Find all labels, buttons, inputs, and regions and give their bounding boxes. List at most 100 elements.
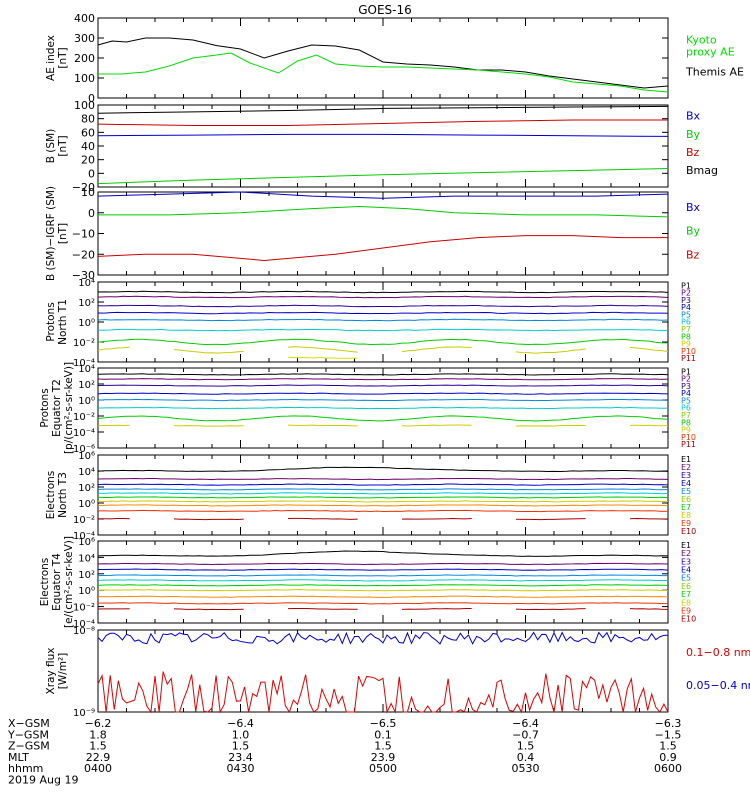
legend-entry: Bx bbox=[686, 201, 701, 214]
y-tick-label: 10⁶ bbox=[78, 451, 95, 462]
series-p7 bbox=[515, 348, 586, 354]
legend-entry: E5 bbox=[681, 487, 691, 496]
y-axis-label-line: [nT] bbox=[57, 135, 69, 156]
x-row-label: Z−GSM bbox=[8, 740, 50, 753]
series-bx bbox=[97, 133, 669, 137]
plot-frame bbox=[97, 540, 669, 624]
x-row-value: 1.0 bbox=[232, 728, 250, 741]
series-p7 bbox=[97, 424, 130, 427]
y-axis-label: B (SM)−IGRF (SM)[nT] bbox=[45, 186, 69, 281]
x-row-label: Y−GSM bbox=[7, 728, 49, 741]
x-row-value: 1.5 bbox=[89, 740, 107, 753]
series-p7 bbox=[401, 424, 472, 427]
panel-bigrf: −30 −20 −10 0 10 B (SM)−IGRF (SM)[nT] Bx By Bz bbox=[45, 186, 701, 282]
y-tick-label: 10⁻⁴ bbox=[73, 619, 95, 630]
legend-entry: E5 bbox=[681, 574, 691, 583]
series-e10 bbox=[629, 518, 669, 520]
legend-entry: E10 bbox=[681, 527, 696, 536]
legend-entry: P4 bbox=[681, 389, 691, 398]
x-axis-block: X−GSM −6.2 −6.4 −6.5 −6.4 −6.3 Y−GSM 1.8 1.0 0.1 −… bbox=[7, 717, 682, 787]
legend-entry: E6 bbox=[681, 495, 691, 504]
legend-entry: E10 bbox=[681, 615, 696, 624]
series-p9 bbox=[97, 415, 669, 422]
x-row-value: 1.8 bbox=[89, 728, 107, 741]
legend-entry: P6 bbox=[681, 318, 691, 327]
series-e10 bbox=[515, 518, 586, 521]
series-e8 bbox=[97, 504, 669, 507]
x-row-value: 1.5 bbox=[374, 740, 392, 753]
legend-entry: P1 bbox=[681, 367, 691, 376]
legend-entry: 0.1−0.8 nm bbox=[686, 646, 750, 659]
x-row-value: 22.9 bbox=[86, 751, 111, 764]
y-tick-label: 10⁴ bbox=[78, 278, 95, 289]
y-tick-label: 100 bbox=[74, 72, 95, 85]
x-row-label: hhmm bbox=[8, 762, 43, 775]
plot-frame bbox=[97, 191, 669, 276]
legend-entry: P5 bbox=[681, 396, 691, 405]
legend-entry: P7 bbox=[681, 325, 691, 334]
x-row-value: 0400 bbox=[84, 762, 112, 775]
series-p6 bbox=[97, 328, 669, 332]
legend-entry: P3 bbox=[681, 382, 691, 391]
x-row-value: 1.5 bbox=[232, 740, 250, 753]
legend-entry: P6 bbox=[681, 404, 691, 413]
y-axis-label-line: Protons bbox=[39, 388, 51, 427]
y-axis-label-line: North T3 bbox=[57, 472, 69, 518]
series-p7 bbox=[173, 425, 244, 427]
legend-entry: E2 bbox=[681, 549, 691, 558]
legend-entry: E9 bbox=[681, 519, 691, 528]
y-tick-label: 0 bbox=[88, 167, 95, 180]
y-tick-label: 0 bbox=[88, 207, 95, 220]
legend-entry: E1 bbox=[681, 455, 691, 464]
legend-entry: P7 bbox=[681, 411, 691, 420]
y-tick-label: 200 bbox=[74, 52, 95, 65]
legend-entry: P9 bbox=[681, 340, 691, 349]
y-tick-label: 80 bbox=[81, 113, 95, 126]
series-e7 bbox=[97, 500, 669, 503]
y-axis-label: AE index[nT] bbox=[45, 35, 69, 81]
y-tick-label: 10⁰ bbox=[78, 499, 95, 510]
legend-entry: P11 bbox=[681, 440, 696, 449]
series-p5 bbox=[97, 318, 669, 322]
y-tick-label: −20 bbox=[72, 181, 95, 194]
legend-entry: P10 bbox=[681, 433, 696, 442]
series-e6 bbox=[97, 584, 669, 587]
legend-entry: P5 bbox=[681, 310, 691, 319]
x-row-value: 23.4 bbox=[228, 751, 253, 764]
legend-entry: P11 bbox=[681, 354, 696, 363]
legend-entry: E4 bbox=[681, 479, 691, 488]
series-e5 bbox=[97, 492, 669, 495]
series-p7 bbox=[515, 424, 586, 427]
series-e3 bbox=[97, 483, 669, 486]
series-bz bbox=[97, 235, 668, 261]
y-axis-label-line: [p/(cm²-s-sr-keV)] bbox=[63, 362, 75, 454]
y-axis-label-line: Xray flux bbox=[45, 648, 57, 695]
y-axis-label-line: [nT] bbox=[57, 223, 69, 244]
legend-entry: By bbox=[686, 128, 701, 141]
y-axis-label: B (SM)[nT] bbox=[45, 129, 69, 163]
chart-title: GOES-16 bbox=[358, 3, 412, 17]
series-e7 bbox=[97, 589, 669, 592]
series-p3 bbox=[97, 304, 669, 308]
y-axis-label: ProtonsNorth T1 bbox=[45, 299, 69, 345]
y-axis-label: Xray flux[W/m²] bbox=[45, 648, 69, 695]
series-by bbox=[98, 206, 669, 218]
y-axis-label-line: Electrons bbox=[39, 558, 51, 607]
x-row-value: 0500 bbox=[369, 762, 397, 775]
series-e10 bbox=[629, 608, 669, 610]
x-row-value: 0600 bbox=[654, 762, 682, 775]
series-e9 bbox=[97, 602, 669, 605]
legend-entry: P2 bbox=[681, 289, 691, 298]
y-axis-label: ElectronsEquator T4[e/(cm²-s-sr-keV)] bbox=[39, 536, 75, 628]
legend-entry: Bx bbox=[686, 110, 701, 123]
x-row-value: 0.4 bbox=[517, 751, 535, 764]
y-tick-label: 10⁴ bbox=[78, 553, 95, 564]
x-row-label: X−GSM bbox=[8, 717, 50, 730]
series-p4 bbox=[97, 311, 669, 315]
y-tick-label: 400 bbox=[74, 12, 95, 25]
legend-entry: E8 bbox=[681, 511, 691, 520]
